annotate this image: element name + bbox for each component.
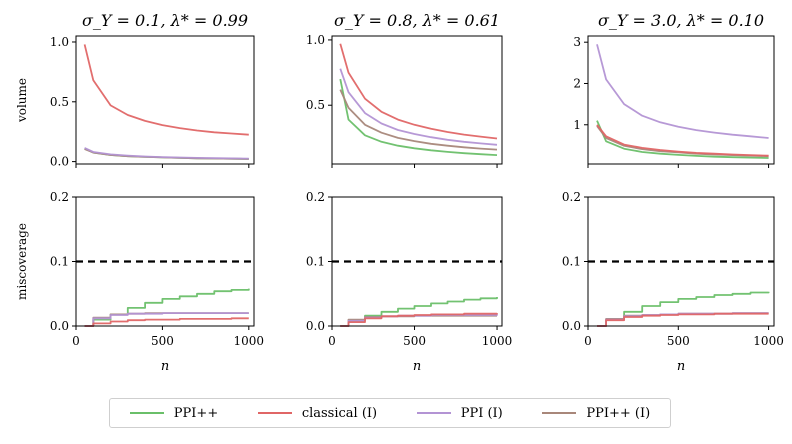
chart-panel-6: 0.0 0.1 0.2 0 500 1000 n — [562, 190, 784, 374]
y-tick-label: 0.1 — [50, 255, 69, 269]
plot-frame — [75, 35, 255, 165]
legend-item-ppi-plus-plus: PPI++ — [129, 405, 219, 421]
legend-label-ppi: PPI (I) — [460, 405, 503, 421]
series-line-classical-i — [83, 44, 249, 136]
series-line-classical-i — [597, 312, 769, 327]
x-tick-label: 0 — [72, 334, 80, 348]
legend-item-classical: classical (I) — [257, 405, 378, 421]
series-line-ppiplusplus — [596, 120, 769, 159]
panel-title: σ_Y = 3.0, λ* = 0.10 — [598, 11, 764, 30]
series-line-classical-i — [340, 312, 498, 327]
x-tick-label: 0 — [584, 334, 592, 348]
y-tick-label: 0.1 — [562, 255, 581, 269]
series-line-classical-i — [84, 317, 249, 327]
x-axis-label: n — [677, 359, 685, 374]
series-line-ppi-i — [339, 68, 498, 146]
plot-frame — [331, 35, 503, 165]
legend-label-ppi-plus-plus: PPI++ — [173, 405, 219, 421]
y-tick-label: 3 — [573, 35, 581, 49]
panel-title: σ_Y = 0.8, λ* = 0.61 — [334, 11, 500, 30]
plot-frame — [587, 35, 775, 165]
legend-swatch-ppi-plus-plus — [129, 412, 164, 414]
y-tick-label: 1.0 — [306, 33, 325, 47]
x-tick-label: 1000 — [753, 334, 784, 348]
legend-item-ppi: PPI (I) — [416, 405, 503, 421]
series-line-ppiplusplus — [339, 78, 498, 156]
series-line-classical-i — [596, 124, 769, 157]
series-line-ppiplusplus-i — [339, 89, 498, 151]
x-tick-label: 500 — [403, 334, 426, 348]
chart-panel-4: 0.0 0.1 0.2 0 500 1000 n miscoverage — [15, 190, 264, 374]
y-axis-label: volume — [15, 78, 29, 123]
y-axis-label: miscoverage — [15, 223, 29, 300]
legend: PPI++ classical (I) PPI (I) PPI++ (I) — [109, 398, 671, 428]
legend-item-ppi-plus-plus-i: PPI++ (I) — [542, 406, 650, 421]
y-tick-label: 0.0 — [306, 319, 325, 333]
legend-label-classical: classical (I) — [301, 405, 378, 421]
chart-panel-5: 0.0 0.1 0.2 0 500 1000 n — [306, 190, 512, 374]
chart-panel-3: 1 2 3 σ_Y = 3.0, λ* = 0.10 — [573, 11, 775, 168]
y-tick-label: 0.0 — [50, 319, 69, 333]
x-axis-label: n — [161, 359, 169, 374]
y-tick-label: 0.0 — [562, 319, 581, 333]
legend-label-ppi-plus-plus-i: PPI++ (I) — [586, 405, 651, 421]
y-tick-label: 1 — [573, 118, 581, 132]
y-tick-label: 0.0 — [50, 155, 69, 169]
x-tick-label: 1000 — [482, 334, 513, 348]
y-tick-label: 0.1 — [306, 255, 325, 269]
legend-swatch-classical — [257, 412, 292, 414]
series-line-classical-i — [339, 43, 498, 140]
x-tick-label: 1000 — [234, 334, 265, 348]
y-tick-label: 0.2 — [50, 190, 69, 204]
panel-title: σ_Y = 0.1, λ* = 0.99 — [82, 11, 248, 30]
legend-swatch-ppi-plus-plus-i — [542, 412, 577, 414]
chart-panel-2: 0.5 1.0 σ_Y = 0.8, λ* = 0.61 — [306, 11, 503, 168]
y-tick-label: 1.0 — [50, 35, 69, 49]
y-tick-label: 0.2 — [306, 190, 325, 204]
series-line-ppi-i — [596, 44, 769, 139]
y-tick-label: 2 — [573, 76, 581, 90]
y-tick-label: 0.2 — [562, 190, 581, 204]
chart-panel-1: 0.0 0.5 1.0 σ_Y = 0.1, λ* = 0.99 volume — [15, 11, 255, 169]
legend-swatch-ppi — [416, 412, 451, 414]
series-line-ppi-i — [84, 147, 249, 160]
x-tick-label: 500 — [667, 334, 690, 348]
x-tick-label: 0 — [328, 334, 336, 348]
x-axis-label: n — [413, 359, 421, 374]
series-line-ppi-i — [84, 312, 249, 327]
x-tick-label: 500 — [151, 334, 174, 348]
y-tick-label: 0.5 — [306, 98, 325, 112]
y-tick-label: 0.5 — [50, 95, 69, 109]
